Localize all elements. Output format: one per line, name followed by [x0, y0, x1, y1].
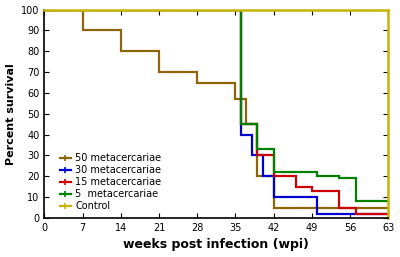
X-axis label: weeks post infection (wpi): weeks post infection (wpi) — [123, 238, 309, 251]
Legend: 50 metacercariae, 30 metacercariae, 15 metacercariae, 5  metacercariae, Control: 50 metacercariae, 30 metacercariae, 15 m… — [60, 153, 161, 211]
Y-axis label: Percent survival: Percent survival — [6, 63, 16, 165]
